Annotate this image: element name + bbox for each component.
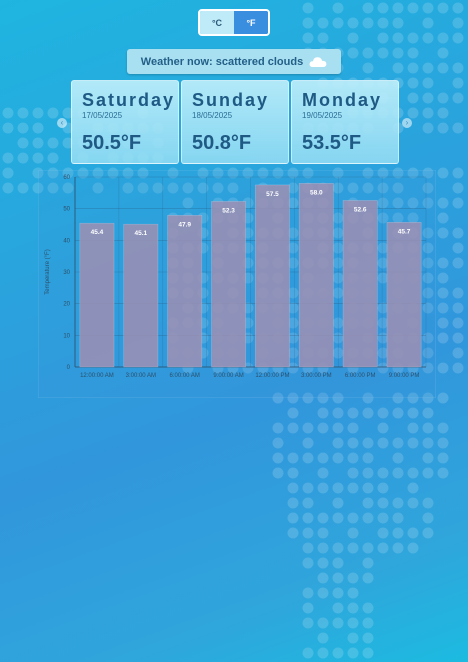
bar[interactable] xyxy=(342,200,378,368)
bar[interactable] xyxy=(79,222,115,368)
data-label: 52.3 xyxy=(222,207,235,214)
x-tick-label: 12:00:00 PM xyxy=(255,373,289,379)
data-label: 45.4 xyxy=(91,229,104,236)
data-label: 58.0 xyxy=(310,189,323,196)
y-tick-label: 30 xyxy=(63,270,70,276)
chevron-left-icon[interactable]: ‹ xyxy=(57,118,67,128)
y-tick-label: 10 xyxy=(63,333,70,339)
forecast-day: Sunday xyxy=(192,90,270,110)
y-tick-label: 60 xyxy=(63,175,70,181)
x-tick-label: 3:00:00 PM xyxy=(301,373,332,379)
chevron-right-icon[interactable]: › xyxy=(402,118,412,128)
y-tick-label: 20 xyxy=(63,302,70,308)
x-tick-label: 9:00:00 AM xyxy=(213,373,243,379)
y-tick-label: 50 xyxy=(63,207,70,213)
bar[interactable] xyxy=(123,223,159,368)
x-tick-label: 9:00:00 PM xyxy=(389,373,420,379)
celsius-button[interactable]: °C xyxy=(200,11,234,34)
bar[interactable] xyxy=(211,201,246,368)
forecast-card[interactable]: Saturday 17/05/2025 50.5°F xyxy=(71,80,179,164)
cloud-icon xyxy=(309,56,327,67)
unit-toggle[interactable]: °C °F xyxy=(198,9,270,36)
data-label: 45.7 xyxy=(398,228,411,235)
forecast-date: 19/05/2025 xyxy=(302,111,343,120)
y-tick-label: 0 xyxy=(67,365,71,371)
data-label: 47.9 xyxy=(178,221,191,228)
current-weather-text: Weather now: scattered clouds xyxy=(140,55,304,68)
fahrenheit-button[interactable]: °F xyxy=(234,11,268,34)
hourly-temperature-chart: 0 10 20 30 40 50 60 45.4 12:00:00 AM 45.1 3:00:00 … xyxy=(38,170,436,398)
forecast-cards: Saturday 17/05/2025 50.5°F Sunday 18/05/… xyxy=(71,80,399,164)
bar[interactable] xyxy=(255,184,290,368)
forecast-date: 18/05/2025 xyxy=(192,111,233,120)
bar[interactable] xyxy=(167,215,203,368)
data-label: 57.5 xyxy=(266,191,279,198)
data-label: 52.6 xyxy=(354,206,367,213)
forecast-date: 17/05/2025 xyxy=(82,111,123,120)
data-label: 45.1 xyxy=(134,230,147,237)
x-tick-label: 6:00:00 PM xyxy=(345,373,376,379)
bar[interactable] xyxy=(386,221,422,368)
y-axis-label: Temperature (°F) xyxy=(45,249,51,294)
y-tick-label: 40 xyxy=(63,238,70,244)
forecast-day: Monday xyxy=(302,90,383,110)
forecast-day: Saturday xyxy=(82,90,176,110)
x-tick-label: 3:00:00 AM xyxy=(126,373,156,379)
bar[interactable] xyxy=(298,183,334,368)
forecast-temp: 50.5°F xyxy=(82,132,142,154)
x-tick-label: 12:00:00 AM xyxy=(80,373,114,379)
forecast-card[interactable]: Monday 19/05/2025 53.5°F xyxy=(291,80,399,164)
x-tick-label: 6:00:00 AM xyxy=(170,373,200,379)
forecast-temp: 53.5°F xyxy=(302,132,362,154)
current-weather-banner: Weather now: scattered clouds xyxy=(127,49,341,74)
forecast-temp: 50.8°F xyxy=(192,132,252,154)
forecast-card[interactable]: Sunday 18/05/2025 50.8°F xyxy=(181,80,289,164)
